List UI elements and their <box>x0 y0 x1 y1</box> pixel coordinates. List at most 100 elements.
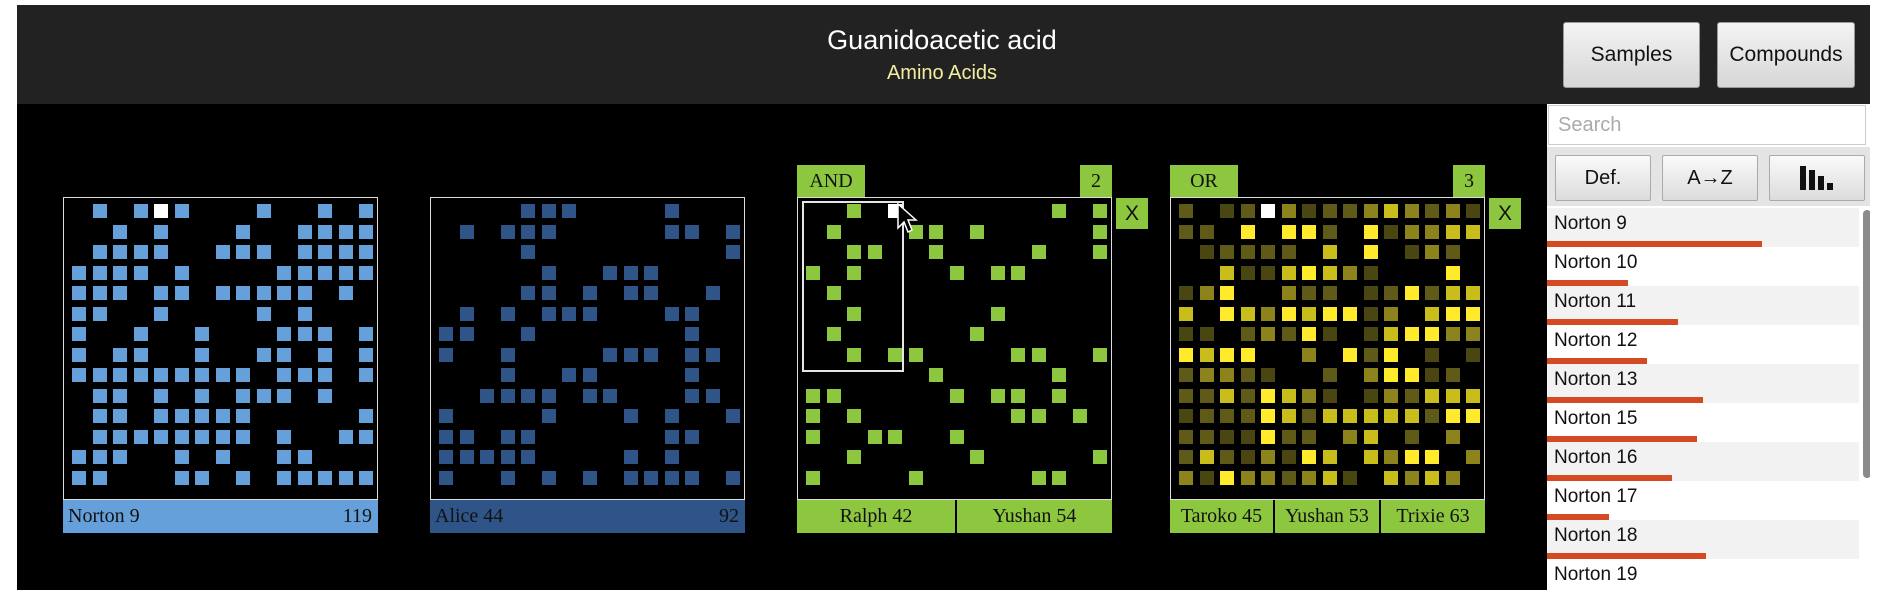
sample-grid[interactable] <box>63 197 378 500</box>
grid-cell <box>1281 265 1296 280</box>
grid-cell <box>623 265 638 280</box>
grid-cell <box>1261 204 1275 218</box>
grid-cell <box>664 409 679 423</box>
sample-list-item[interactable]: Norton 18 <box>1547 520 1859 559</box>
grid-cell <box>847 245 861 259</box>
sort-default-button[interactable]: Def. <box>1555 155 1651 201</box>
grid-cell <box>1199 224 1214 239</box>
sample-list-item[interactable]: Norton 10 <box>1547 247 1859 286</box>
grid-cell <box>318 265 332 280</box>
grid-cell <box>359 204 373 218</box>
grid-cell <box>1281 450 1296 464</box>
grid-cell <box>908 347 923 362</box>
grid-cell <box>174 368 189 382</box>
sort-alphabetical-button[interactable]: A→Z <box>1662 155 1758 201</box>
grid-cell <box>1220 245 1234 259</box>
grid-cell <box>1425 368 1439 382</box>
grid-cell <box>1240 470 1255 485</box>
grid-cell <box>1322 286 1337 300</box>
sample-level-bar <box>1547 358 1647 364</box>
grid-cell <box>72 470 86 485</box>
grid-cell <box>174 450 189 464</box>
grid-cell <box>359 409 373 423</box>
grid-cell <box>318 347 332 362</box>
grid-cell <box>113 224 127 239</box>
sample-list-scrollbar[interactable] <box>1863 210 1870 478</box>
sort-by-value-button[interactable] <box>1769 155 1865 201</box>
grid-cell <box>236 470 250 485</box>
grid-cell <box>359 327 373 341</box>
sample-list-item[interactable]: Norton 13 <box>1547 364 1859 403</box>
header-bar: Guanidoacetic acid Amino Acids Samples C… <box>17 5 1870 104</box>
grid-cell <box>1052 388 1066 403</box>
sample-list-item[interactable]: Norton 17 <box>1547 481 1859 520</box>
sample-list-item[interactable]: Norton 19 <box>1547 559 1859 590</box>
grid-cell <box>664 450 679 464</box>
grid-cell <box>439 347 453 362</box>
sample-list-item[interactable]: Norton 12 <box>1547 325 1859 364</box>
grid-cell <box>154 368 168 382</box>
grid-cell <box>297 286 312 300</box>
grid-cell <box>1220 388 1234 403</box>
search-input[interactable] <box>1548 105 1866 145</box>
grid-cell <box>297 224 312 239</box>
sample-level-bar <box>1547 280 1628 286</box>
grid-cell <box>133 204 148 218</box>
selection-rectangle[interactable] <box>802 201 904 372</box>
grid-cell <box>847 409 861 423</box>
sample-list-label: Norton 18 <box>1554 525 1638 546</box>
samples-button[interactable]: Samples <box>1563 22 1700 88</box>
grid-cell <box>1404 409 1419 423</box>
sample-list-item[interactable]: Norton 9 <box>1547 208 1859 247</box>
sample-list-item[interactable]: Norton 15 <box>1547 403 1859 442</box>
grid-cell <box>806 265 820 280</box>
grid-cell <box>439 327 453 341</box>
grid-cell <box>826 224 841 239</box>
grid-cell <box>92 388 107 403</box>
grid-cell <box>1179 204 1193 218</box>
grid-cell <box>521 204 535 218</box>
close-button[interactable]: X <box>1489 198 1521 229</box>
sample-list-item[interactable]: Norton 11 <box>1547 286 1859 325</box>
grid-cell <box>1363 327 1378 341</box>
grid-cell <box>72 327 86 341</box>
grid-cell <box>1240 245 1255 259</box>
grid-cell <box>359 368 373 382</box>
grid-cell <box>1384 204 1398 218</box>
grid-cell <box>1302 450 1316 464</box>
grid-cell <box>990 265 1005 280</box>
grid-cell <box>1199 450 1214 464</box>
compounds-button[interactable]: Compounds <box>1717 22 1855 88</box>
grid-cell <box>154 245 168 259</box>
grid-cell <box>72 450 86 464</box>
sample-list-item[interactable]: Norton 16 <box>1547 442 1859 481</box>
grid-cell <box>1220 470 1234 485</box>
grid-cell <box>500 306 515 321</box>
grid-cell <box>1322 450 1337 464</box>
grid-cell <box>1425 470 1439 485</box>
operator-badge[interactable]: OR <box>1170 165 1238 197</box>
grid-cell <box>1179 286 1193 300</box>
grid-cell <box>500 388 515 403</box>
sample-name: Yushan 53 <box>1285 505 1369 527</box>
operator-badge[interactable]: AND <box>797 165 865 197</box>
grid-cell <box>541 286 556 300</box>
grid-cell <box>826 327 841 341</box>
sample-grid[interactable] <box>1170 197 1485 500</box>
close-button[interactable]: X <box>1116 198 1148 229</box>
grid-cell <box>215 450 230 464</box>
grid-cell <box>72 306 86 321</box>
grid-cell <box>338 470 353 485</box>
grid-cell <box>1281 306 1296 321</box>
grid-cell <box>195 409 209 423</box>
sample-grid[interactable] <box>430 197 745 500</box>
grid-cell <box>644 347 658 362</box>
grid-cell <box>1281 204 1296 218</box>
grid-cell <box>1425 224 1439 239</box>
grid-cell <box>908 470 923 485</box>
sort-toolbar: Def. A→Z <box>1547 147 1870 206</box>
grid-cell <box>113 368 127 382</box>
sample-grid[interactable] <box>797 197 1112 500</box>
grid-cell <box>1425 327 1439 341</box>
grid-cell <box>1363 347 1378 362</box>
